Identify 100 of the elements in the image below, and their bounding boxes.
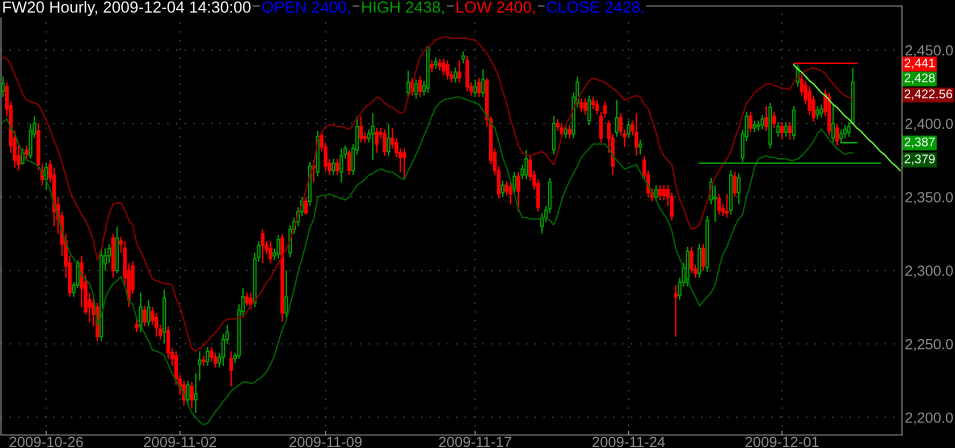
candlestick bbox=[304, 196, 308, 216]
candlestick bbox=[194, 372, 198, 414]
annotation: LOW 2400, bbox=[456, 1, 535, 15]
candlestick bbox=[662, 184, 666, 201]
candlestick bbox=[500, 180, 504, 198]
candlestick bbox=[477, 77, 481, 98]
candlestick bbox=[347, 149, 352, 176]
candlestick bbox=[835, 122, 839, 146]
candlestick bbox=[198, 350, 202, 382]
y-tick-label: 2,400.0 bbox=[906, 118, 953, 131]
candlestick bbox=[654, 184, 658, 202]
candlestick bbox=[626, 120, 630, 139]
candlestick bbox=[134, 316, 139, 333]
x-tick-label: 2009-11-17 bbox=[439, 436, 512, 448]
candlestick bbox=[614, 99, 619, 138]
candlestick bbox=[206, 346, 210, 367]
candlestick bbox=[634, 112, 638, 157]
candlestick bbox=[713, 184, 717, 223]
text: 2,441 bbox=[904, 58, 935, 69]
chart-title: FW20 Hourly, 2009-12-04 14:30:00 bbox=[3, 1, 251, 16]
text: 2,387 bbox=[904, 138, 935, 148]
candlestick bbox=[461, 50, 466, 64]
candlestick bbox=[579, 98, 584, 112]
line-series bbox=[2, 96, 854, 426]
candlestick bbox=[595, 99, 599, 116]
candlestick bbox=[701, 243, 706, 272]
candlestick bbox=[508, 182, 512, 206]
candlestick bbox=[473, 78, 477, 98]
candlestick bbox=[186, 380, 190, 406]
candlestick bbox=[245, 292, 249, 306]
candlestick bbox=[524, 149, 528, 180]
candlestick bbox=[839, 128, 843, 144]
x-tick-label: 2009-12-01 bbox=[745, 436, 819, 448]
candlestick bbox=[820, 104, 824, 118]
candlestick bbox=[583, 98, 588, 116]
candlestick bbox=[402, 148, 406, 180]
candlestick bbox=[587, 94, 592, 126]
candlestick bbox=[564, 124, 568, 139]
candlestick bbox=[725, 193, 729, 218]
candlestick bbox=[359, 115, 363, 144]
y-tick-label: 2,350.0 bbox=[906, 192, 953, 204]
candlestick bbox=[332, 158, 336, 176]
candlestick bbox=[736, 172, 741, 206]
candlestick bbox=[658, 184, 662, 201]
annotation: CLOSE 2428, bbox=[546, 1, 644, 15]
candlestick bbox=[418, 76, 422, 98]
candlestick bbox=[374, 127, 379, 154]
candlestick bbox=[516, 171, 520, 212]
candlestick bbox=[690, 246, 694, 274]
candlestick bbox=[284, 270, 288, 318]
candlestick bbox=[336, 158, 340, 176]
candlestick bbox=[717, 193, 721, 216]
candlestick bbox=[512, 171, 516, 194]
candlestick bbox=[831, 104, 835, 144]
y-tick-label: 2,450.0 bbox=[906, 45, 953, 58]
candlestick bbox=[568, 124, 572, 139]
candlestick bbox=[430, 60, 434, 73]
candlestick bbox=[142, 305, 146, 327]
candlestick bbox=[776, 121, 780, 138]
candlestick bbox=[370, 112, 375, 161]
candlestick bbox=[481, 68, 485, 98]
candlestick bbox=[442, 58, 446, 76]
candlestick bbox=[780, 121, 784, 140]
candlestick bbox=[190, 381, 194, 410]
candlestick bbox=[638, 139, 642, 156]
x-tick-label: 2009-11-02 bbox=[144, 436, 216, 448]
x-tick-label: 2009-11-24 bbox=[592, 436, 665, 448]
candlestick bbox=[202, 354, 206, 367]
annotation: OPEN 2400, bbox=[262, 1, 350, 15]
candlestick bbox=[674, 284, 678, 338]
candlestick bbox=[24, 144, 28, 161]
candlestick bbox=[760, 114, 764, 130]
candlestick bbox=[446, 60, 450, 80]
text: 2,422.56 bbox=[904, 90, 952, 100]
candlestick bbox=[784, 121, 788, 138]
x-tick-label: 2009-11-09 bbox=[290, 436, 362, 448]
candlestick bbox=[414, 78, 418, 100]
candlestick bbox=[438, 58, 442, 72]
candlestick bbox=[788, 121, 792, 140]
candlestick bbox=[260, 228, 264, 264]
candlestick bbox=[276, 234, 280, 260]
y-tick-label: 2,200.0 bbox=[906, 412, 953, 425]
x-tick-label: 2009-10-26 bbox=[10, 436, 83, 448]
candlestick bbox=[406, 70, 410, 98]
candlestick bbox=[229, 350, 234, 388]
candlestick bbox=[748, 111, 752, 134]
text: 2,379 bbox=[904, 154, 935, 165]
candlestick bbox=[752, 120, 756, 134]
y-tick-label: 2,250.0 bbox=[906, 339, 953, 352]
candlestick bbox=[386, 122, 390, 157]
candlestick bbox=[248, 292, 253, 310]
candlestick bbox=[268, 240, 272, 264]
candlestick bbox=[764, 105, 768, 132]
candlestick bbox=[843, 124, 847, 139]
candlestick bbox=[434, 56, 438, 70]
candlestick bbox=[732, 171, 737, 198]
candlestick bbox=[454, 67, 458, 84]
annotation: HIGH 2438, bbox=[362, 1, 444, 15]
line-series bbox=[2, 36, 854, 352]
line-series bbox=[793, 64, 901, 172]
